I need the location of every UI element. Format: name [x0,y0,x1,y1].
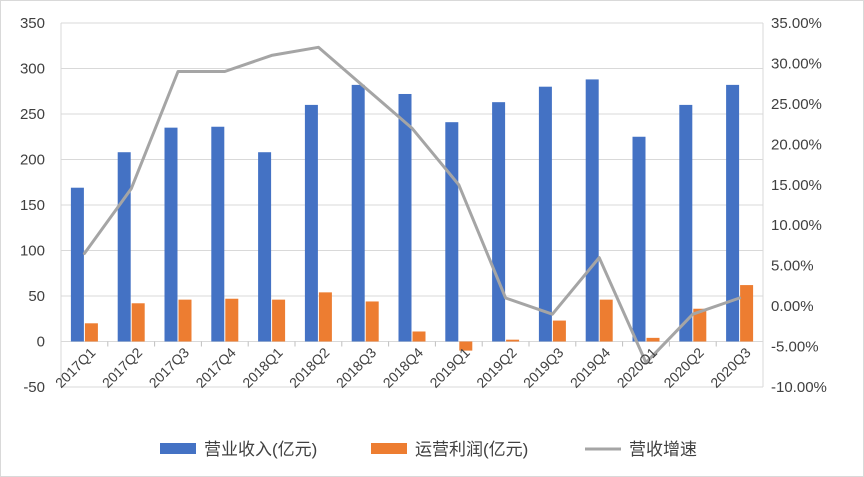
bar-revenue [632,136,646,342]
left-tick-label: 50 [28,288,45,305]
right-tick-label: 35.00% [771,15,822,32]
left-tick-label: 350 [20,15,45,32]
legend-swatch [160,443,196,454]
bar-profit [84,323,98,342]
bar-profit [225,298,239,342]
left-tick-label: 200 [20,152,45,169]
bar-revenue [351,84,365,342]
bar-profit [318,292,332,342]
left-tick-label: -50 [23,379,45,396]
bar-profit [365,301,379,342]
bar-revenue [258,152,272,342]
bar-revenue [304,104,318,342]
bar-revenue [164,127,178,342]
right-tick-label: 30.00% [771,55,822,72]
left-tick-label: 0 [37,334,45,351]
gridlines [60,22,764,388]
bar-profit [412,331,426,342]
bar-profit [552,320,566,342]
bar-revenue [492,102,506,342]
bars [70,79,754,351]
legend-label: 营业收入(亿元) [204,440,317,459]
bar-revenue [445,122,459,342]
right-tick-label: -5.00% [771,339,819,356]
right-axis-ticks: -10.00% -5.00% 0.00% 5.00% 10.00% 15.00% 20.00… [771,15,827,396]
right-tick-label: 20.00% [771,136,822,153]
right-tick-label: 15.00% [771,177,822,194]
bar-revenue [679,104,693,342]
right-tick-label: 0.00% [771,298,814,315]
bar-profit [693,308,707,342]
bar-revenue [726,84,740,342]
bar-profit [646,337,660,342]
right-tick-label: 10.00% [771,217,822,234]
bar-profit [178,299,192,342]
legend-swatch [371,443,407,454]
bar-profit [740,285,754,342]
bar-revenue [585,79,599,342]
right-tick-label: -10.00% [771,379,827,396]
bar-profit [599,299,613,342]
legend: 营业收入(亿元) 运营利润(亿元) 营收增速 [160,440,697,459]
left-tick-label: 300 [20,61,45,78]
bar-profit [131,303,145,342]
right-tick-label: 25.00% [771,96,822,113]
legend-label: 运营利润(亿元) [415,440,528,459]
left-axis-ticks: -50 0 50 100 150 200 250 300 350 [20,15,45,396]
right-tick-label: 5.00% [771,258,814,275]
legend-label: 营收增速 [629,440,697,459]
growth-line [82,45,742,365]
bar-revenue [398,93,412,342]
bar-revenue [538,86,552,342]
left-tick-label: 150 [20,197,45,214]
bar-profit [272,299,286,342]
bar-profit [459,341,473,351]
bar-revenue [211,126,225,342]
bar-profit [506,339,520,342]
bar-revenue [70,187,84,342]
bar-revenue [117,152,131,342]
left-tick-label: 100 [20,243,45,260]
left-tick-label: 250 [20,106,45,123]
